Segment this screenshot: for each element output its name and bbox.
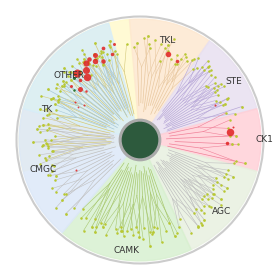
Text: CAMK: CAMK [113, 246, 139, 255]
Circle shape [122, 122, 158, 158]
Wedge shape [129, 19, 209, 140]
Text: STE: STE [226, 77, 242, 86]
Circle shape [119, 119, 161, 161]
Text: AGC: AGC [212, 207, 231, 216]
Wedge shape [140, 41, 257, 140]
Text: CMGC: CMGC [30, 165, 57, 174]
Wedge shape [19, 20, 140, 171]
Wedge shape [140, 140, 257, 250]
Wedge shape [23, 23, 140, 140]
Text: TK: TK [41, 105, 52, 114]
Text: CK1: CK1 [256, 136, 274, 144]
Circle shape [17, 17, 263, 263]
Text: OTHER: OTHER [53, 71, 84, 80]
Wedge shape [19, 109, 140, 233]
Wedge shape [140, 109, 261, 171]
Wedge shape [62, 140, 191, 261]
Text: TKL: TKL [158, 36, 175, 45]
